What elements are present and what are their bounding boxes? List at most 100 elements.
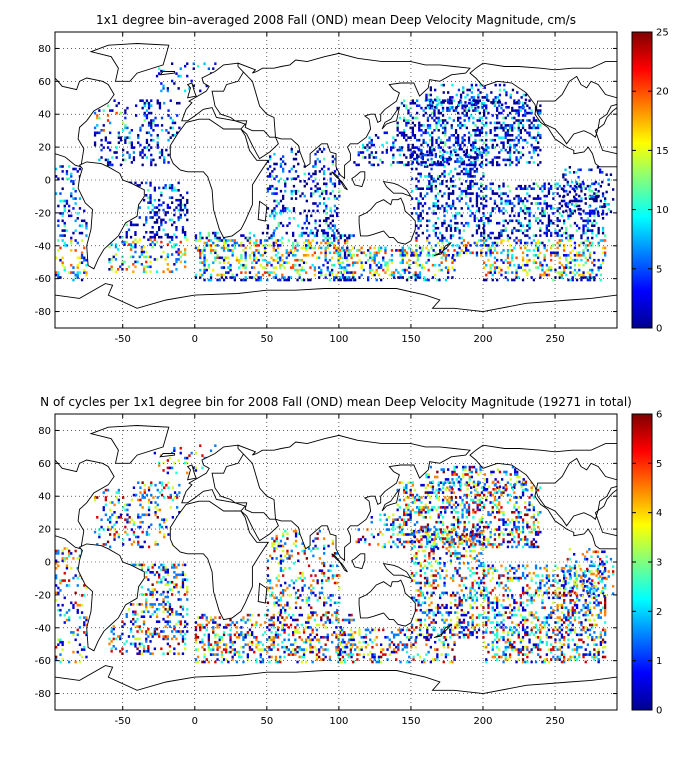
bin-cell xyxy=(511,126,514,130)
bin-cell xyxy=(449,177,453,181)
bin-cell xyxy=(175,198,178,202)
bin-cell xyxy=(563,246,566,250)
bin-cell xyxy=(532,258,535,262)
bin-cell xyxy=(312,586,315,590)
bin-cell xyxy=(151,595,154,599)
bin-cell xyxy=(515,268,518,272)
bin-cell xyxy=(225,623,228,627)
bin-cell xyxy=(168,613,172,616)
bin-cell xyxy=(275,537,278,540)
bin-cell xyxy=(403,104,406,107)
bin-cell xyxy=(424,161,427,164)
bin-cell xyxy=(124,525,127,529)
bin-cell xyxy=(343,268,346,272)
bin-cell xyxy=(346,249,349,252)
bin-cell xyxy=(311,613,314,617)
bin-cell xyxy=(500,141,503,144)
bin-cell xyxy=(421,263,424,267)
bin-cell xyxy=(151,652,154,655)
bin-cell xyxy=(156,134,159,137)
bin-cell xyxy=(431,163,434,167)
bin-cell xyxy=(171,588,174,591)
bin-cell xyxy=(444,119,447,122)
bin-cell xyxy=(396,106,399,110)
bin-cell xyxy=(153,632,156,636)
bin-cell xyxy=(415,224,418,227)
bin-cell xyxy=(255,239,258,242)
bin-cell xyxy=(273,177,276,181)
bin-cell xyxy=(61,263,64,267)
bin-cell xyxy=(242,234,245,237)
bin-cell xyxy=(301,571,304,575)
bin-cell xyxy=(475,202,479,205)
bin-cell xyxy=(269,172,272,176)
bin-cell xyxy=(305,557,308,560)
bin-cell xyxy=(279,611,283,614)
bin-cell xyxy=(575,193,578,196)
bin-cell xyxy=(383,131,386,135)
bin-cell xyxy=(575,204,579,208)
bin-cell xyxy=(411,101,414,105)
bin-cell xyxy=(467,224,470,227)
bin-cell xyxy=(429,93,432,97)
bin-cell xyxy=(124,158,127,162)
bin-cell xyxy=(303,552,306,555)
bin-cell xyxy=(277,611,280,614)
bin-cell xyxy=(504,192,507,195)
bin-cell xyxy=(302,241,306,245)
bin-cell xyxy=(83,271,86,274)
bin-cell xyxy=(480,249,483,252)
bin-cell xyxy=(328,618,332,622)
bin-cell xyxy=(428,101,432,105)
bin-cell xyxy=(511,209,514,213)
bin-cell xyxy=(151,632,154,636)
bin-cell xyxy=(467,158,471,162)
bin-cell xyxy=(417,219,420,223)
bin-cell xyxy=(272,643,275,646)
bin-cell xyxy=(436,103,439,107)
bin-cell xyxy=(307,254,310,257)
bin-cell xyxy=(143,491,146,494)
bin-cell xyxy=(130,543,133,546)
bin-cell xyxy=(164,578,167,581)
bin-cell xyxy=(407,146,410,149)
bin-cell xyxy=(467,184,470,188)
bin-cell xyxy=(307,244,310,247)
bin-cell xyxy=(136,260,139,264)
bin-cell xyxy=(296,258,299,262)
bin-cell xyxy=(491,209,494,213)
bin-cell xyxy=(545,202,548,205)
bin-cell xyxy=(415,184,418,188)
bin-cell xyxy=(160,124,164,127)
bin-cell xyxy=(205,618,208,622)
bin-cell xyxy=(491,163,494,167)
bin-cell xyxy=(289,276,293,279)
bin-cell xyxy=(225,276,228,279)
colorbar-tick-label: 10 xyxy=(656,205,669,216)
bin-cell xyxy=(286,586,289,590)
bin-cell xyxy=(194,234,198,237)
bin-cell xyxy=(276,616,280,619)
bin-cell xyxy=(475,83,478,87)
bin-cell xyxy=(65,202,69,205)
bin-cell xyxy=(155,221,159,224)
bin-cell xyxy=(504,276,507,279)
bin-cell xyxy=(307,209,311,213)
bin-cell xyxy=(452,99,455,102)
bin-cell xyxy=(123,642,126,646)
bin-cell xyxy=(597,258,600,262)
bin-cell xyxy=(368,153,371,157)
bin-cell xyxy=(506,158,510,162)
bin-cell xyxy=(290,554,293,558)
bin-cell xyxy=(186,578,189,581)
bin-cell xyxy=(218,239,221,242)
bin-cell xyxy=(556,207,559,210)
bin-cell xyxy=(575,185,578,189)
bin-cell xyxy=(145,260,148,264)
bin-cell xyxy=(526,187,529,190)
bin-cell xyxy=(302,650,306,654)
bin-cell xyxy=(266,187,270,190)
bin-cell xyxy=(578,268,581,272)
bin-cell xyxy=(371,268,374,272)
